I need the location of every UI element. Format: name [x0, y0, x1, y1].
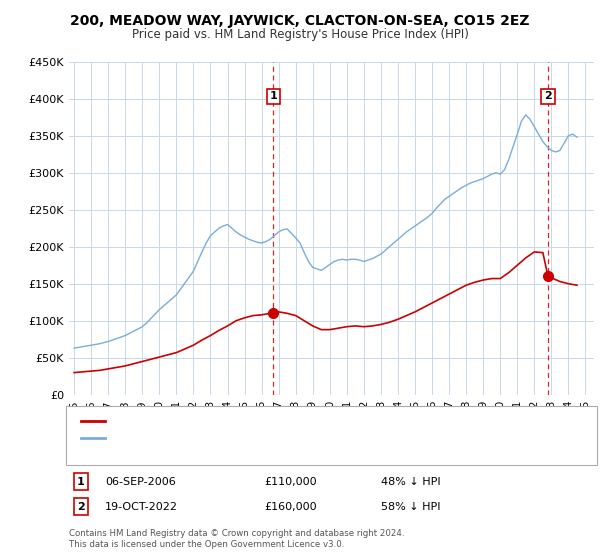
Text: 19-OCT-2022: 19-OCT-2022 [105, 502, 178, 512]
Text: 200, MEADOW WAY, JAYWICK, CLACTON-ON-SEA, CO15 2EZ (detached house): 200, MEADOW WAY, JAYWICK, CLACTON-ON-SEA… [111, 416, 516, 426]
Text: 1: 1 [269, 91, 277, 101]
Text: 06-SEP-2006: 06-SEP-2006 [105, 477, 176, 487]
Text: 200, MEADOW WAY, JAYWICK, CLACTON-ON-SEA, CO15 2EZ: 200, MEADOW WAY, JAYWICK, CLACTON-ON-SEA… [70, 14, 530, 28]
Text: Price paid vs. HM Land Registry's House Price Index (HPI): Price paid vs. HM Land Registry's House … [131, 28, 469, 41]
Text: £160,000: £160,000 [264, 502, 317, 512]
Text: 2: 2 [77, 502, 85, 512]
Text: £110,000: £110,000 [264, 477, 317, 487]
Text: 2: 2 [544, 91, 552, 101]
Text: 48% ↓ HPI: 48% ↓ HPI [381, 477, 440, 487]
Text: HPI: Average price, detached house, Tendring: HPI: Average price, detached house, Tend… [111, 433, 349, 443]
Text: 1: 1 [77, 477, 85, 487]
Text: 58% ↓ HPI: 58% ↓ HPI [381, 502, 440, 512]
Text: Contains HM Land Registry data © Crown copyright and database right 2024.
This d: Contains HM Land Registry data © Crown c… [69, 529, 404, 549]
